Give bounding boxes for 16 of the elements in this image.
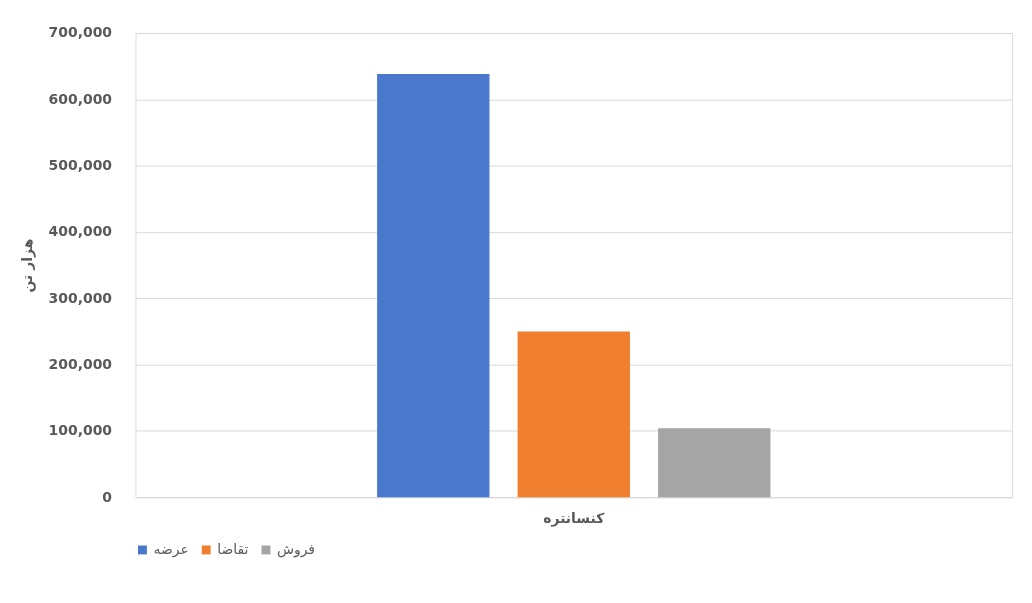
legend-label: تقاضا — [217, 540, 249, 557]
legend-label: عرضه — [153, 540, 189, 558]
bar — [377, 74, 490, 498]
bar — [658, 428, 771, 498]
y-tick-label: 0 — [102, 488, 113, 505]
legend-label: فروش — [276, 540, 316, 558]
y-tick-label: 500,000 — [48, 157, 113, 174]
y-tick-label: 600,000 — [48, 90, 113, 107]
y-axis-title: هزار تن — [18, 238, 36, 293]
y-tick-label: 300,000 — [48, 289, 113, 306]
y-tick-label: 400,000 — [48, 223, 113, 240]
bar — [517, 331, 630, 498]
y-tick-label: 200,000 — [48, 356, 113, 373]
y-tick-label: 700,000 — [48, 24, 113, 41]
y-tick-label: 100,000 — [48, 422, 113, 439]
x-tick-label: کنسانتره — [543, 509, 606, 527]
